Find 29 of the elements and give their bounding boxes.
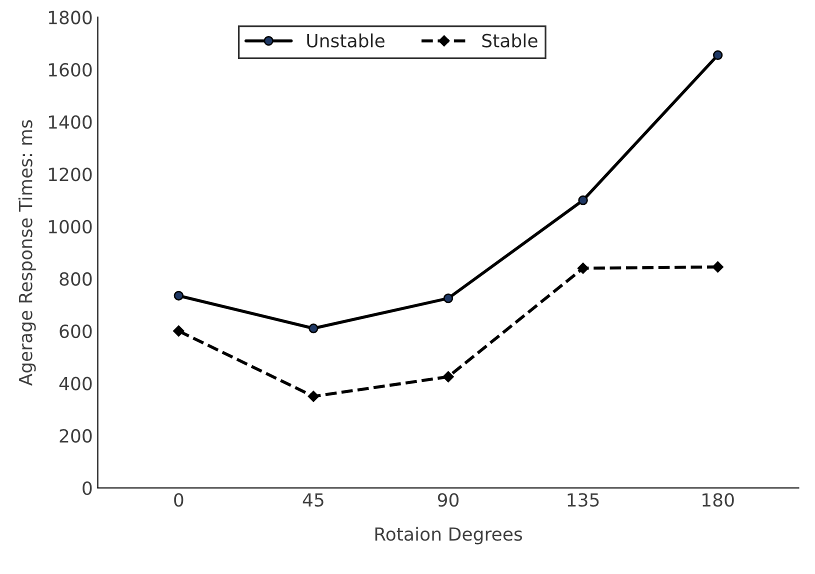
point [578,195,588,206]
point [308,390,320,402]
y-tick-label: 600 [60,324,92,338]
y-tick-label: 800 [60,272,92,286]
x-tick-label: 90 [438,493,459,507]
point [442,371,454,382]
y-axis-title: Agerage Response Times: ms [18,120,36,386]
point [443,293,454,304]
y-tick-label: 1000 [48,220,92,234]
y-tick-label: 200 [60,429,92,443]
y-tick-label: 400 [59,376,92,390]
legend-label: Stable [482,33,538,48]
point [712,50,723,60]
y-tick-label: 1600 [48,62,92,77]
point [308,324,318,334]
x-tick-label: 45 [302,493,324,507]
point [577,262,589,274]
x-tick-label: 180 [702,493,734,507]
point [174,290,184,301]
x-tick-label: 0 [174,493,184,507]
y-tick-label: 1200 [48,168,92,182]
point [712,261,724,273]
x-axis-title: Rotaion Degrees [375,526,522,544]
legend-label: Unstable [307,33,384,48]
y-tick-label: 1800 [48,10,92,24]
x-tick-label: 135 [568,493,599,507]
point [173,325,184,337]
y-tick-label: 1400 [48,115,92,129]
y-tick-label: 0 [82,481,92,496]
